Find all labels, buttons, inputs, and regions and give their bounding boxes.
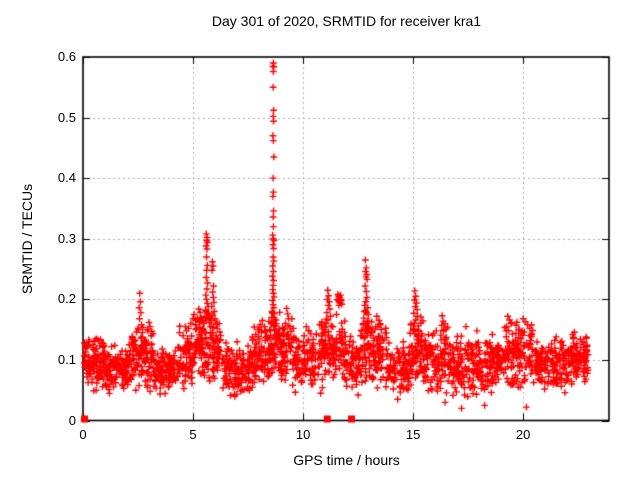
- y-tick-label: 0.5: [57, 109, 76, 125]
- x-axis-label: GPS time / hours: [293, 452, 400, 468]
- y-tick-label: 0.6: [57, 49, 76, 64]
- y-tick-label: 0.1: [57, 351, 76, 367]
- x-tick-label: 15: [405, 427, 421, 442]
- x-tick-label: 20: [515, 427, 531, 442]
- x-tick-label: 5: [189, 427, 197, 442]
- x-tick-label: 10: [295, 427, 311, 442]
- x-tick-label: 0: [79, 427, 87, 442]
- y-tick-label: 0: [68, 412, 76, 428]
- chart-title: Day 301 of 2020, SRMTID for receiver kra…: [211, 13, 482, 29]
- y-tick-label: 0.2: [57, 291, 76, 307]
- y-tick-label: 0.4: [57, 170, 76, 186]
- y-tick-label: 0.3: [57, 230, 76, 246]
